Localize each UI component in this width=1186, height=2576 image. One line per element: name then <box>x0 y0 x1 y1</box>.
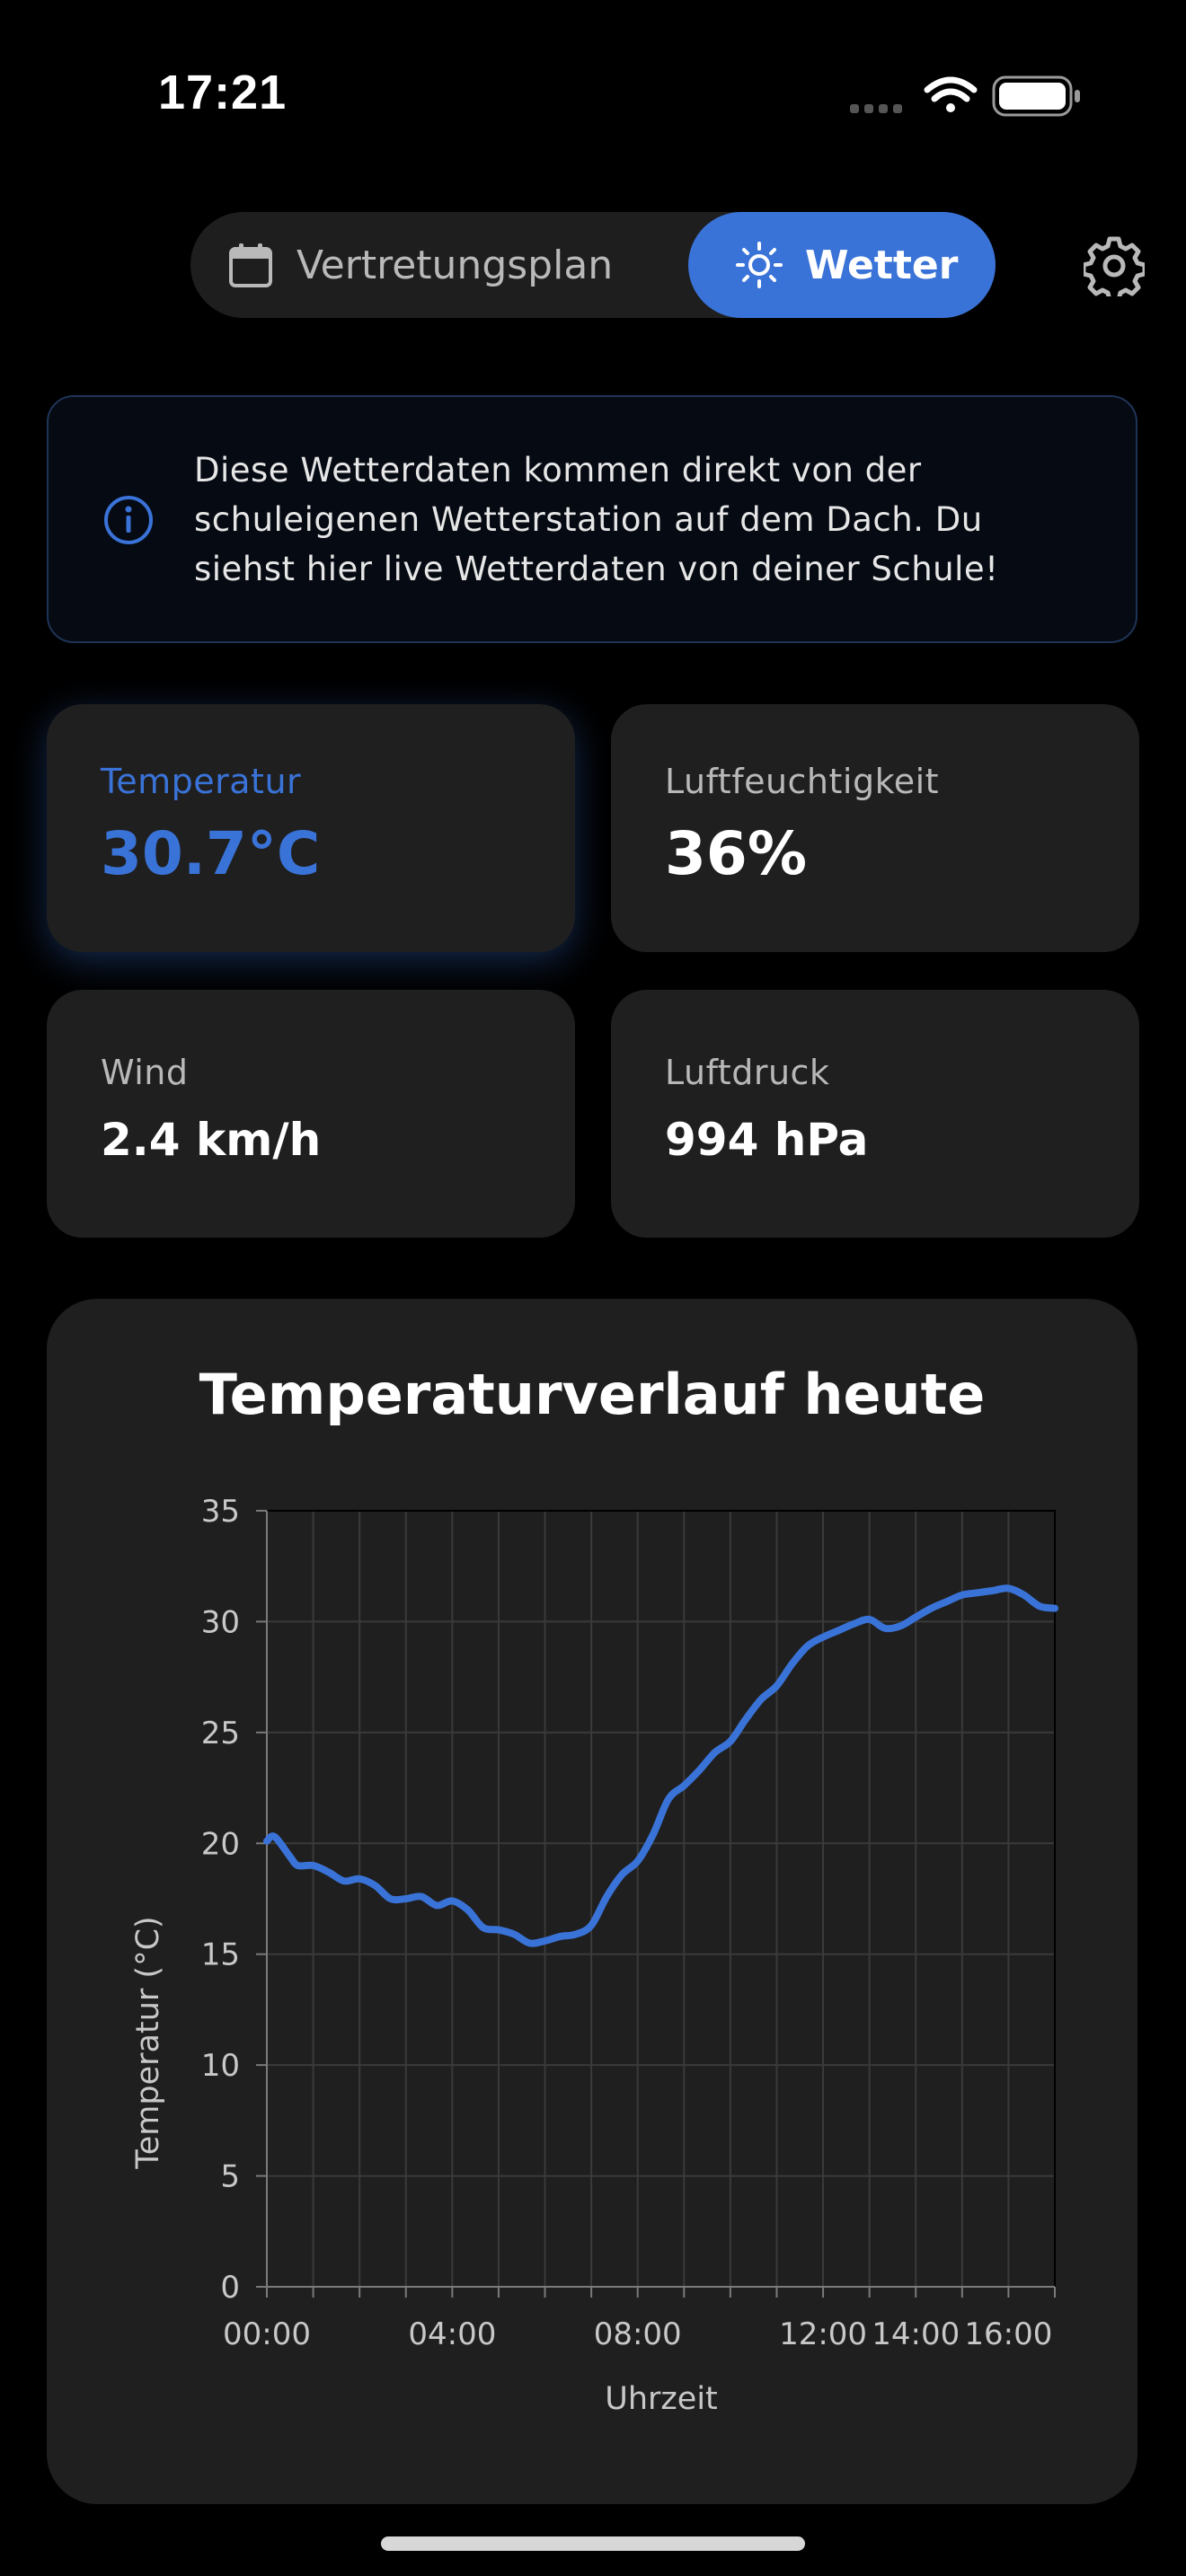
status-time: 17:21 <box>158 66 288 119</box>
x-tick-label: 16:00 <box>964 2316 1052 2352</box>
tab-wetter[interactable]: Wetter <box>688 212 996 318</box>
pressure-label: Luftdruck <box>665 1053 830 1092</box>
wind-label: Wind <box>101 1053 189 1092</box>
temperature-series-line <box>263 1584 1058 1947</box>
info-icon <box>104 496 153 544</box>
battery-icon <box>992 75 1080 117</box>
temperature-chart: Temperaturverlauf heute 0 5 10 15 20 25 30 35 00… <box>130 1362 1058 2417</box>
pressure-card[interactable]: Luftdruck 994 hPa <box>611 990 1139 1238</box>
humidity-label: Luftfeuchtigkeit <box>665 762 940 801</box>
y-tick-label: 30 <box>201 1604 240 1640</box>
x-tick-label: 08:00 <box>594 2316 682 2352</box>
pressure-value: 994 hPa <box>665 1114 869 1166</box>
signal-icon <box>850 104 902 113</box>
wind-value: 2.4 km/h <box>101 1114 322 1166</box>
x-tick-label: 12:00 <box>779 2316 867 2352</box>
x-axis-label: Uhrzeit <box>605 2381 718 2417</box>
calendar-icon <box>229 243 272 287</box>
status-icons <box>850 75 1080 117</box>
temperature-label: Temperatur <box>101 762 302 801</box>
temperature-card[interactable]: Temperatur 30.7°C <box>47 704 575 952</box>
temperature-chart-card: Temperaturverlauf heute 0 5 10 15 20 25 30 35 00… <box>47 1299 1137 2504</box>
tab-vertretungsplan[interactable]: Vertretungsplan <box>226 212 855 318</box>
y-tick-label: 10 <box>201 2048 240 2084</box>
x-tick-label: 00:00 <box>223 2316 311 2352</box>
chart-grid <box>266 1510 1056 2288</box>
chart-title: Temperaturverlauf heute <box>199 1362 986 1427</box>
tab-wetter-label: Wetter <box>805 242 959 288</box>
view-switcher: Vertretungsplan Wetter <box>190 212 996 318</box>
y-axis-label: Temperatur (°C) <box>130 1916 166 2169</box>
chart-tick-labels: 0 5 10 15 20 25 30 35 00:00 04:00 08:00 12:00 14:00 1… <box>201 1494 1053 2352</box>
sun-icon <box>736 242 783 288</box>
wind-card[interactable]: Wind 2.4 km/h <box>47 990 575 1238</box>
humidity-value: 36% <box>665 819 807 888</box>
wifi-icon <box>924 76 978 112</box>
y-tick-label: 5 <box>220 2159 240 2195</box>
y-tick-label: 0 <box>220 2270 240 2306</box>
humidity-card[interactable]: Luftfeuchtigkeit 36% <box>611 704 1139 952</box>
chart-series <box>263 1584 1058 1947</box>
info-banner: Diese Wetterdaten kommen direkt von der … <box>47 395 1137 643</box>
info-line: siehst hier live Wetterdaten von deiner … <box>194 550 999 588</box>
x-tick-label: 04:00 <box>408 2316 496 2352</box>
status-bar: 17:21 <box>0 0 1186 193</box>
gear-icon[interactable] <box>1084 235 1145 296</box>
info-line: schuleigenen Wetterstation auf dem Dach.… <box>194 500 983 539</box>
info-text: Diese Wetterdaten kommen direkt von der … <box>194 446 1102 594</box>
temperature-value: 30.7°C <box>101 819 321 888</box>
chart-axes <box>256 1510 1056 2298</box>
y-tick-label: 25 <box>201 1716 240 1751</box>
y-tick-label: 20 <box>201 1826 240 1862</box>
home-indicator[interactable] <box>381 2536 805 2551</box>
y-tick-label: 35 <box>201 1494 240 1530</box>
tab-vertretungsplan-label: Vertretungsplan <box>296 242 614 288</box>
x-tick-label: 14:00 <box>872 2316 960 2352</box>
y-tick-label: 15 <box>201 1937 240 1973</box>
info-line: Diese Wetterdaten kommen direkt von der <box>194 451 922 490</box>
